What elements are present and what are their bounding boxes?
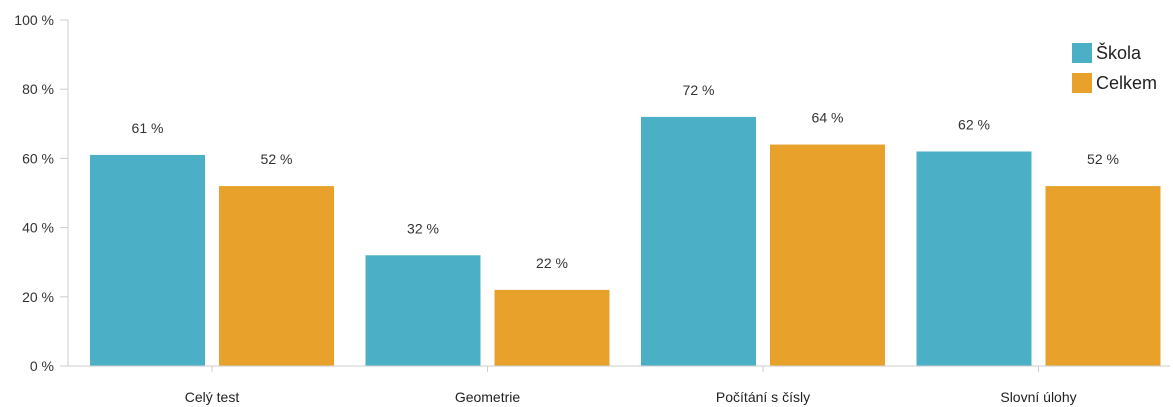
legend-swatch — [1072, 43, 1092, 63]
bars: 61 % 52 % 32 % 22 % 72 % 64 % 62 % 52 % — [90, 82, 1161, 366]
bar-celkem-cely-test — [219, 186, 334, 366]
legend-label: Celkem — [1096, 73, 1157, 93]
data-label-skola-cely-test: 61 % — [132, 120, 164, 136]
x-tick-label-cely-test: Celý test — [185, 389, 240, 405]
legend-item-skola: Škola — [1072, 42, 1142, 63]
y-axis: 0 % 20 % 40 % 60 % 80 % 100 % — [14, 12, 69, 374]
y-tick-label: 20 % — [22, 289, 54, 305]
y-tick-label: 0 % — [30, 358, 54, 374]
bar-celkem-geometrie — [494, 289, 610, 366]
y-tick-label: 100 % — [14, 12, 54, 28]
bar-celkem-slovni-ulohy — [1045, 186, 1161, 366]
x-tick-label-geometrie: Geometrie — [455, 389, 521, 405]
data-label-celkem-pocitani-s-cisly: 64 % — [812, 110, 844, 126]
x-axis: Celý test Geometrie Počítání s čísly Slovní… — [68, 365, 1170, 405]
data-label-celkem-slovni-ulohy: 52 % — [1087, 151, 1119, 167]
data-label-skola-geometrie: 32 % — [407, 220, 439, 236]
x-tick-label-slovni-ulohy: Slovní úlohy — [1000, 389, 1076, 405]
y-tick-label: 60 % — [22, 150, 54, 166]
bar-celkem-pocitani-s-cisly — [770, 144, 885, 366]
x-tick-label-pocitani-s-cisly: Počítání s čísly — [716, 389, 810, 405]
data-label-skola-slovni-ulohy: 62 % — [958, 116, 990, 132]
y-tick-label: 40 % — [22, 220, 54, 236]
legend: Škola Celkem — [1072, 42, 1157, 93]
y-tick-label: 80 % — [22, 81, 54, 97]
data-label-celkem-cely-test: 52 % — [261, 151, 293, 167]
bar-skola-pocitani-s-cisly — [641, 116, 756, 366]
bar-skola-cely-test — [90, 154, 205, 366]
bar-skola-slovni-ulohy — [916, 151, 1032, 366]
data-label-celkem-geometrie: 22 % — [536, 255, 568, 271]
legend-swatch — [1072, 73, 1092, 93]
bar-skola-geometrie — [365, 255, 481, 366]
legend-item-celkem: Celkem — [1072, 73, 1157, 93]
data-label-skola-pocitani-s-cisly: 72 % — [683, 82, 715, 98]
legend-label: Škola — [1096, 42, 1142, 63]
